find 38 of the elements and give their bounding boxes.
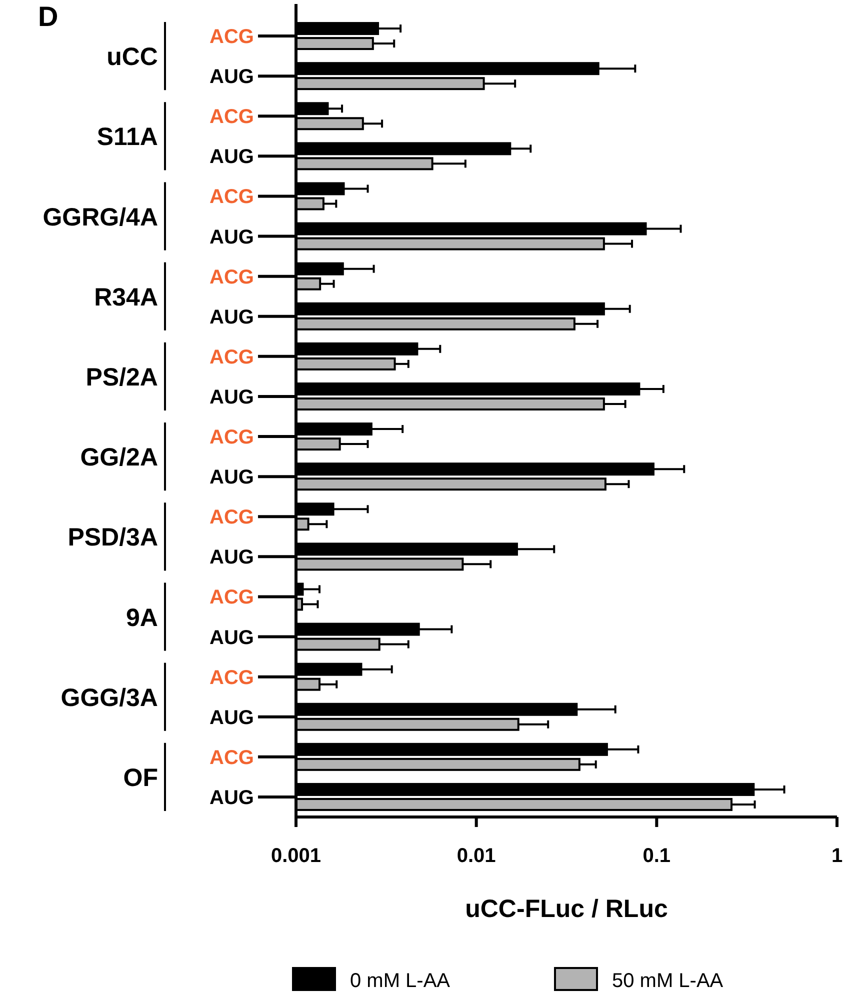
y-tick-label: ACG bbox=[210, 426, 254, 449]
y-tick-label: ACG bbox=[210, 106, 254, 128]
y-tick-label: AUG bbox=[210, 146, 254, 168]
text: PSD/3A bbox=[68, 524, 158, 552]
x-tick-label: 0.01 bbox=[456, 845, 496, 867]
legend-label: 50 mM L-AA bbox=[612, 970, 724, 992]
text: PS/2A bbox=[86, 363, 158, 392]
y-tick-label: ACG bbox=[210, 26, 254, 48]
x-tick-label: 0.001 bbox=[270, 845, 322, 867]
y-tick-label: AUG bbox=[210, 306, 254, 328]
y-tick-label: ACG bbox=[210, 746, 254, 769]
text: 9A bbox=[126, 604, 158, 632]
y-tick-label: ACG bbox=[210, 506, 254, 529]
text: OF bbox=[123, 764, 158, 792]
text: D bbox=[38, 1, 58, 32]
y-tick-label: ACG bbox=[210, 666, 254, 689]
y-tick-label: AUG bbox=[210, 466, 254, 489]
y-tick-label: AUG bbox=[210, 66, 254, 88]
x-tick-label: 0.1 bbox=[642, 845, 671, 867]
y-tick-label: AUG bbox=[210, 786, 254, 809]
y-tick-label: AUG bbox=[210, 546, 254, 569]
text: R34A bbox=[94, 283, 158, 312]
x-tick-label: 1 bbox=[831, 845, 843, 867]
text: GGRG/4A bbox=[42, 203, 158, 232]
y-tick-label: ACG bbox=[210, 186, 254, 208]
y-tick-label: ACG bbox=[210, 346, 254, 368]
text: S11A bbox=[96, 123, 158, 152]
y-tick-label: AUG bbox=[210, 626, 254, 649]
y-tick-label: ACG bbox=[210, 266, 254, 288]
y-tick-label: AUG bbox=[210, 226, 254, 248]
y-tick-label: AUG bbox=[210, 706, 254, 729]
text: GG/2A bbox=[80, 444, 158, 472]
x-axis-title: uCC-FLuc / RLuc bbox=[465, 895, 668, 923]
text: GGG/3A bbox=[60, 684, 158, 712]
y-tick-label: ACG bbox=[210, 586, 254, 609]
y-tick-label: AUG bbox=[210, 386, 254, 408]
legend-label: 0 mM L-AA bbox=[350, 970, 451, 992]
text: uCC bbox=[106, 43, 158, 72]
